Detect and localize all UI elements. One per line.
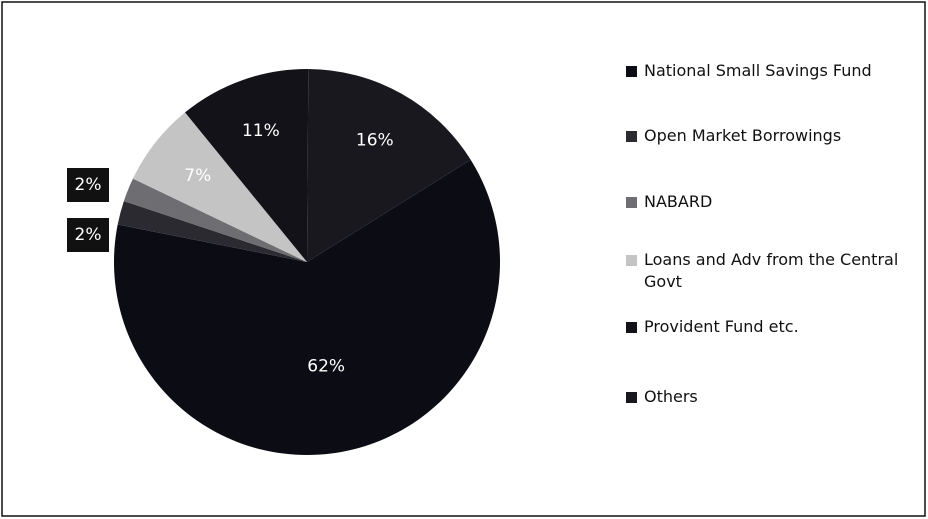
legend-label: Open Market Borrowings [644, 126, 842, 145]
legend-swatch [626, 66, 637, 77]
legend-swatch [626, 197, 637, 208]
legend-item: National Small Savings Fund [622, 60, 914, 82]
legend-label: National Small Savings Fund [644, 61, 872, 80]
legend-item: Open Market Borrowings [622, 125, 914, 147]
data-label: 11% [242, 121, 280, 141]
legend-label: NABARD [644, 192, 713, 211]
data-label: 2% [75, 225, 102, 245]
legend-item: Provident Fund etc. [622, 316, 914, 338]
legend-item: NABARD [622, 191, 914, 213]
data-label: 62% [307, 356, 345, 376]
pie-slice [123, 178, 307, 262]
legend-label: Loans and Adv from the Central Govt [644, 250, 899, 291]
label-box [67, 168, 109, 202]
data-label: 2% [75, 175, 102, 195]
legend-item: Others [622, 386, 914, 408]
pie-slice [117, 201, 307, 262]
data-label: 7% [184, 166, 211, 186]
legend-swatch [626, 392, 637, 403]
legend-swatch [626, 322, 637, 333]
pie-slice [307, 69, 471, 262]
pie-slice [185, 68, 309, 262]
legend-label: Others [644, 387, 698, 406]
legend-label: Provident Fund etc. [644, 317, 799, 336]
pie-slice [132, 112, 307, 262]
label-box [67, 218, 109, 252]
pie-slice [114, 159, 500, 455]
legend-swatch [626, 131, 637, 142]
data-label: 16% [356, 131, 394, 151]
legend-item: Loans and Adv from the Central Govt [622, 249, 914, 293]
legend-swatch [626, 255, 637, 266]
